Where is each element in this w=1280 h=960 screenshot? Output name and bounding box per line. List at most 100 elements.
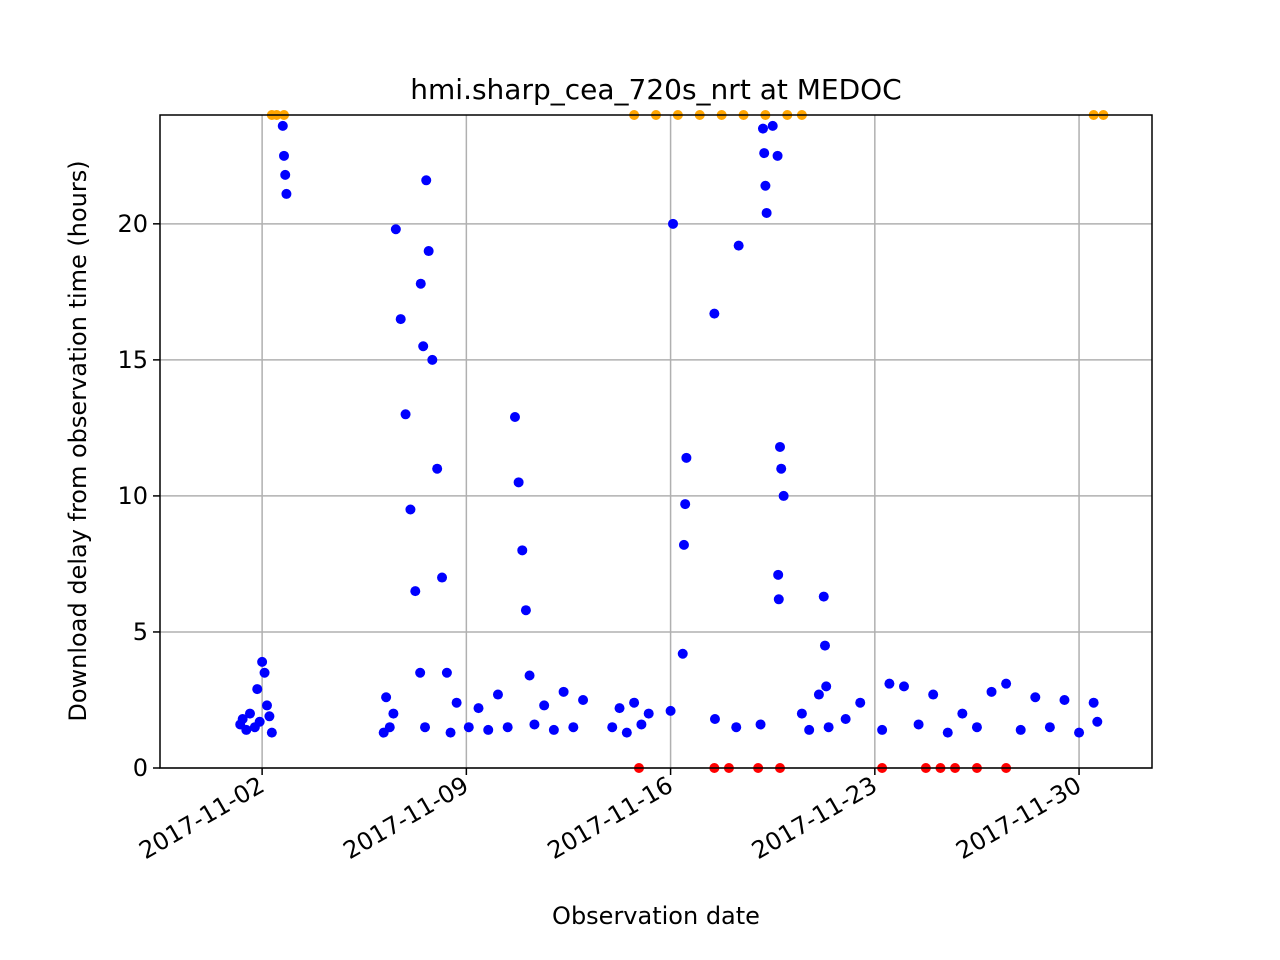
- data-point: [819, 640, 830, 651]
- data-point: [773, 594, 784, 605]
- data-point: [709, 714, 720, 725]
- data-point: [529, 719, 540, 730]
- data-point: [483, 724, 494, 735]
- data-point: [614, 703, 625, 714]
- plot-frame: [159, 114, 1153, 769]
- data-point: [677, 648, 688, 659]
- y-tick-label: 15: [117, 346, 148, 374]
- x-axis-label: Observation date: [552, 902, 760, 930]
- data-point: [281, 188, 292, 199]
- y-tick-label: 0: [133, 754, 148, 782]
- data-point: [678, 539, 689, 550]
- data-point: [665, 705, 676, 716]
- data-point: [427, 354, 438, 365]
- data-point: [773, 569, 784, 580]
- data-point: [778, 490, 789, 501]
- data-point: [502, 722, 513, 733]
- data-point: [259, 667, 270, 678]
- data-point: [578, 694, 589, 705]
- data-point: [957, 708, 968, 719]
- data-point: [636, 719, 647, 730]
- data-point: [855, 697, 866, 708]
- data-point: [390, 224, 401, 235]
- data-point: [384, 722, 395, 733]
- data-point: [418, 341, 429, 352]
- data-point: [971, 722, 982, 733]
- data-point: [492, 689, 503, 700]
- data-point: [621, 727, 632, 738]
- data-point: [629, 697, 640, 708]
- data-point: [432, 463, 443, 474]
- data-point: [796, 708, 807, 719]
- data-point: [760, 180, 771, 191]
- data-point: [266, 727, 277, 738]
- data-points: [235, 110, 1109, 773]
- y-tick-label: 10: [117, 482, 148, 510]
- data-point: [761, 207, 772, 218]
- data-point: [395, 314, 406, 325]
- data-point: [252, 684, 263, 695]
- y-tick-label: 5: [133, 618, 148, 646]
- data-point: [513, 477, 524, 488]
- data-point: [680, 499, 691, 510]
- data-point: [517, 545, 528, 556]
- data-point: [884, 678, 895, 689]
- data-point: [264, 711, 275, 722]
- data-point: [755, 719, 766, 730]
- data-point: [1015, 724, 1026, 735]
- data-point: [509, 412, 520, 423]
- data-point: [776, 463, 787, 474]
- data-point: [986, 686, 997, 697]
- data-point: [1074, 727, 1085, 738]
- data-point: [913, 719, 924, 730]
- data-point: [410, 586, 421, 597]
- data-point: [1030, 692, 1041, 703]
- data-point: [445, 727, 456, 738]
- data-point: [548, 724, 559, 735]
- data-point: [441, 667, 452, 678]
- data-point: [928, 689, 939, 700]
- data-point: [423, 246, 434, 257]
- data-point: [899, 681, 909, 692]
- data-point: [767, 120, 778, 131]
- data-point: [757, 123, 768, 134]
- data-point: [244, 708, 255, 719]
- data-point: [607, 722, 618, 733]
- data-point: [279, 150, 289, 161]
- data-point: [451, 697, 462, 708]
- data-point: [1059, 694, 1070, 705]
- data-point: [1088, 697, 1099, 708]
- data-point: [821, 681, 832, 692]
- data-point: [539, 700, 550, 711]
- data-point: [261, 700, 272, 711]
- data-point: [415, 667, 426, 678]
- data-point: [400, 409, 411, 420]
- data-point: [524, 670, 535, 681]
- y-tick-label: 20: [117, 210, 148, 238]
- data-point: [772, 150, 783, 161]
- data-point: [709, 308, 720, 319]
- y-axis-label: Download delay from observation time (ho…: [64, 160, 92, 721]
- data-point: [388, 708, 399, 719]
- data-point: [257, 656, 268, 667]
- data-point: [877, 724, 888, 735]
- data-point: [731, 722, 742, 733]
- data-point: [237, 714, 248, 725]
- data-point: [1044, 722, 1055, 733]
- data-point: [775, 441, 785, 452]
- data-point: [942, 727, 953, 738]
- data-point: [681, 452, 692, 463]
- data-point: [280, 169, 291, 180]
- data-point: [823, 722, 834, 733]
- data-point: [733, 240, 744, 251]
- data-point: [813, 689, 824, 700]
- chart-title: hmi.sharp_cea_720s_nrt at MEDOC: [410, 73, 901, 106]
- data-point: [1001, 678, 1012, 689]
- data-point: [520, 605, 531, 616]
- data-point: [381, 692, 392, 703]
- data-point: [241, 724, 252, 735]
- data-point: [405, 504, 416, 515]
- data-point: [668, 218, 679, 229]
